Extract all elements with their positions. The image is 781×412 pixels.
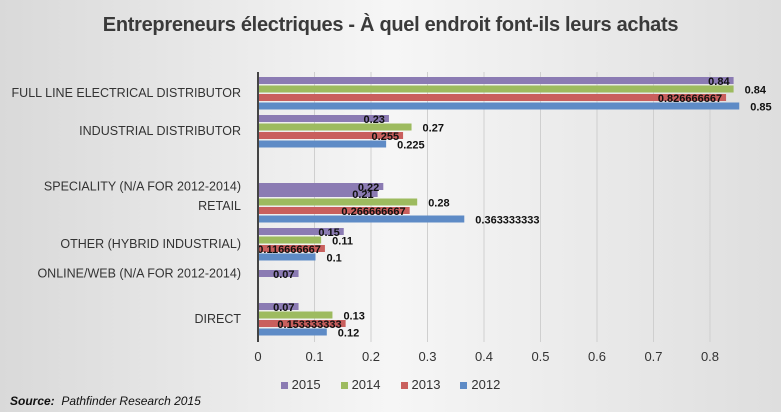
category-label: FULL LINE ELECTRICAL DISTRIBUTOR bbox=[12, 86, 241, 100]
x-tick-label: 0 bbox=[254, 349, 261, 364]
legend-item-2015: 2015 bbox=[280, 377, 321, 392]
bar-2015 bbox=[259, 77, 734, 84]
source-label: Source: bbox=[10, 394, 55, 408]
source-note: Source: Pathfinder Research 2015 bbox=[10, 394, 201, 408]
data-label: 0.116666667 bbox=[257, 244, 321, 256]
bar-2014 bbox=[259, 311, 333, 319]
data-label: 0.1 bbox=[327, 253, 342, 265]
legend-swatch bbox=[400, 382, 408, 390]
bar-2015 bbox=[259, 270, 299, 277]
data-label: 0.21 bbox=[352, 189, 373, 201]
data-label: 0.266666667 bbox=[341, 206, 405, 218]
legend-item-2014: 2014 bbox=[340, 377, 381, 392]
data-label: 0.27 bbox=[423, 123, 444, 135]
data-label: 0.07 bbox=[273, 302, 294, 314]
data-label: 0.84 bbox=[708, 76, 730, 88]
category-label: SPECIALITY (N/A FOR 2012-2014) bbox=[44, 180, 241, 194]
x-tick-label: 0.2 bbox=[362, 349, 380, 364]
category-label: ONLINE/WEB (N/A FOR 2012-2014) bbox=[37, 267, 241, 281]
source-text: Pathfinder Research 2015 bbox=[61, 394, 201, 408]
data-label: 0.255 bbox=[372, 131, 400, 143]
bar-2012 bbox=[259, 328, 327, 336]
legend-label: 2015 bbox=[291, 377, 321, 392]
x-tick-label: 0.5 bbox=[531, 349, 549, 364]
x-tick-label: 0.1 bbox=[305, 349, 323, 364]
legend-label: 2013 bbox=[411, 377, 441, 392]
bar-2013 bbox=[259, 132, 404, 139]
bar-2012 bbox=[259, 215, 465, 223]
bar-2012 bbox=[259, 140, 387, 148]
legend-item-2013: 2013 bbox=[400, 377, 441, 392]
bar-2013 bbox=[259, 207, 410, 214]
bar-2015 bbox=[259, 303, 299, 310]
category-label: DIRECT bbox=[194, 312, 241, 326]
legend-label: 2012 bbox=[471, 377, 501, 392]
data-label: 0.11 bbox=[332, 236, 353, 248]
bar-2015 bbox=[259, 115, 389, 122]
x-tick-label: 0.7 bbox=[644, 349, 662, 364]
bar-2015 bbox=[259, 190, 378, 197]
bar-2014 bbox=[259, 85, 734, 93]
x-tick-label: 0.6 bbox=[588, 349, 606, 364]
data-label: 0.28 bbox=[428, 198, 449, 210]
category-label: INDUSTRIAL DISTRIBUTOR bbox=[79, 124, 241, 138]
data-label: 0.826666667 bbox=[658, 93, 722, 105]
bar-2014 bbox=[259, 236, 322, 244]
bar-2013 bbox=[259, 320, 346, 327]
bar-2015 bbox=[259, 228, 344, 235]
x-tick-label: 0.4 bbox=[475, 349, 493, 364]
category-label: OTHER (HYBRID INDUSTRIAL) bbox=[60, 237, 241, 251]
data-label: 0.13 bbox=[343, 311, 364, 323]
chart-title: Entrepreneurs électriques - À quel endro… bbox=[102, 14, 679, 36]
data-label: 0.153333333 bbox=[277, 319, 341, 331]
bar-2013 bbox=[259, 94, 727, 101]
data-label: 0.12 bbox=[338, 328, 359, 340]
data-label: 0.363333333 bbox=[475, 215, 539, 227]
data-label: 0.23 bbox=[364, 114, 385, 126]
data-label: 0.15 bbox=[318, 227, 339, 239]
data-label: 0.22 bbox=[358, 182, 379, 194]
x-tick-labels: 0 0.1 0.2 0.3 0.4 0.5 0.6 0.7 0.8 bbox=[254, 349, 719, 364]
category-label: RETAIL bbox=[198, 199, 241, 213]
x-tick-label: 0.8 bbox=[701, 349, 719, 364]
data-label: 0.07 bbox=[273, 269, 294, 281]
data-label: 0.84 bbox=[745, 85, 767, 97]
legend-item-2012: 2012 bbox=[460, 377, 500, 392]
category-labels: FULL LINE ELECTRICAL DISTRIBUTOR INDUSTRI… bbox=[12, 86, 242, 326]
data-label: 0.225 bbox=[397, 140, 425, 152]
bar-2013 bbox=[259, 245, 325, 252]
bar-2014 bbox=[259, 123, 412, 131]
legend-swatch bbox=[280, 382, 288, 390]
bars bbox=[259, 77, 740, 336]
data-labels: 0.840.840.8266666670.850.230.270.2550.22… bbox=[257, 76, 771, 340]
legend: 2015 2014 2013 2012 bbox=[0, 377, 781, 392]
data-label: 0.85 bbox=[750, 102, 771, 114]
legend-swatch bbox=[460, 382, 468, 390]
bar-2012 bbox=[259, 102, 740, 110]
legend-swatch bbox=[340, 382, 348, 390]
x-tick-label: 0.3 bbox=[418, 349, 436, 364]
legend-label: 2014 bbox=[351, 377, 381, 392]
bar-2015 bbox=[259, 183, 384, 190]
bar-2014 bbox=[259, 198, 418, 206]
bar-2012 bbox=[259, 253, 316, 261]
